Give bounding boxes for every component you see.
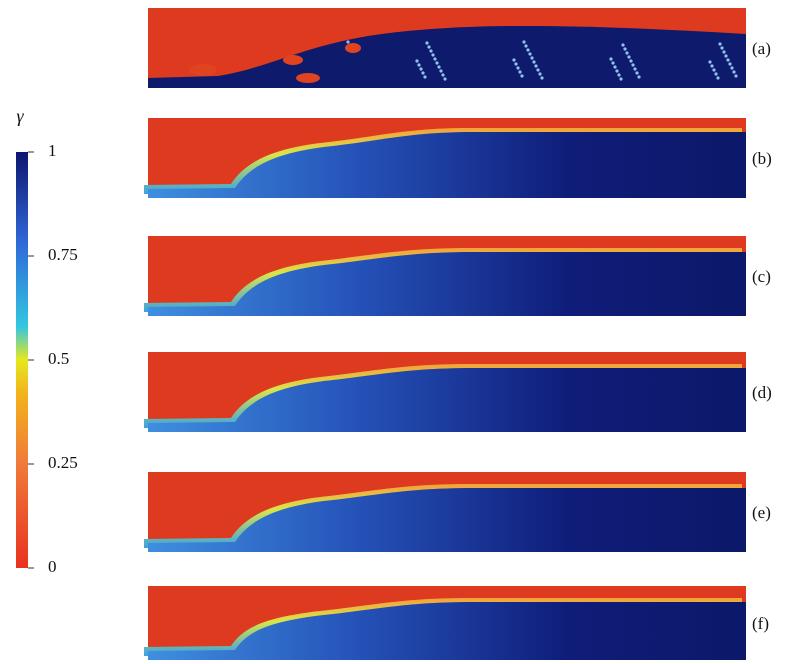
panel-label: (a) — [752, 39, 771, 58]
panel-water — [148, 132, 746, 198]
bubble — [528, 52, 532, 56]
droplet — [189, 64, 217, 76]
bubble — [532, 60, 536, 64]
panel-water — [148, 25, 746, 88]
bubble — [421, 71, 425, 75]
panel-label: (e) — [752, 503, 771, 522]
bubble — [708, 60, 712, 64]
bubble — [720, 46, 724, 50]
bubble — [623, 47, 627, 51]
colorbar — [16, 152, 28, 568]
bubble — [726, 58, 730, 62]
bubble — [625, 51, 629, 55]
bubble — [712, 68, 716, 72]
colorbar-label: γ — [16, 106, 24, 126]
bubble — [538, 72, 542, 76]
bubble — [415, 59, 419, 63]
bubble — [609, 57, 613, 61]
bubble — [611, 61, 615, 65]
panel-water — [148, 488, 746, 552]
bubble — [425, 41, 429, 45]
bubble — [520, 74, 524, 78]
panel-label: (c) — [752, 267, 771, 286]
colorbar-tick-label: 0.25 — [48, 453, 78, 472]
panel-water — [148, 602, 746, 660]
bubble — [710, 64, 714, 68]
bubble — [441, 73, 445, 77]
bubble — [534, 64, 538, 68]
droplet — [296, 73, 320, 83]
bubble — [714, 72, 718, 76]
bubble — [530, 56, 534, 60]
bubble — [431, 53, 435, 57]
bubble — [437, 65, 441, 69]
bubble — [615, 69, 619, 73]
bubble — [716, 76, 720, 80]
bubble — [514, 62, 518, 66]
bubble — [419, 67, 423, 71]
colorbar-tick-label: 0.75 — [48, 245, 78, 264]
panel-label: (b) — [752, 149, 772, 168]
bubble — [722, 50, 726, 54]
bubble — [516, 66, 520, 70]
bubble — [443, 77, 447, 81]
bubble — [637, 75, 641, 79]
bubble — [439, 69, 443, 73]
bubble — [631, 63, 635, 67]
colorbar-tick-label: 0.5 — [48, 349, 69, 368]
panel-label: (f) — [752, 614, 769, 633]
bubble — [617, 73, 621, 77]
bubble — [512, 58, 516, 62]
bubble — [526, 48, 530, 52]
bubble — [427, 45, 431, 49]
droplet — [283, 55, 303, 65]
bubble — [734, 74, 738, 78]
bubble — [417, 63, 421, 67]
bubble — [621, 43, 625, 47]
bubble — [540, 76, 544, 80]
droplet — [345, 43, 361, 53]
bubble — [429, 49, 433, 53]
bubble — [522, 40, 526, 44]
bubble — [613, 65, 617, 69]
bubble — [633, 67, 637, 71]
bubble — [433, 57, 437, 61]
bubble — [718, 42, 722, 46]
bubble — [536, 68, 540, 72]
colorbar-tick-label: 0 — [48, 557, 57, 576]
panel-water — [148, 368, 746, 432]
colorbar-tick-label: 1 — [48, 141, 57, 160]
panel-label: (d) — [752, 383, 772, 402]
bubble — [619, 77, 623, 81]
bubble — [518, 70, 522, 74]
bubble — [728, 62, 732, 66]
bubble — [730, 66, 734, 70]
bubble — [629, 59, 633, 63]
bubble — [635, 71, 639, 75]
bubble — [627, 55, 631, 59]
bubble — [423, 75, 427, 79]
bubble — [524, 44, 528, 48]
bubble — [346, 40, 350, 44]
bubble — [732, 70, 736, 74]
panel-water — [148, 252, 746, 316]
panels: (a) (b) (c) (d) (e) (f) — [144, 8, 772, 660]
bubble — [724, 54, 728, 58]
bubble — [435, 61, 439, 65]
